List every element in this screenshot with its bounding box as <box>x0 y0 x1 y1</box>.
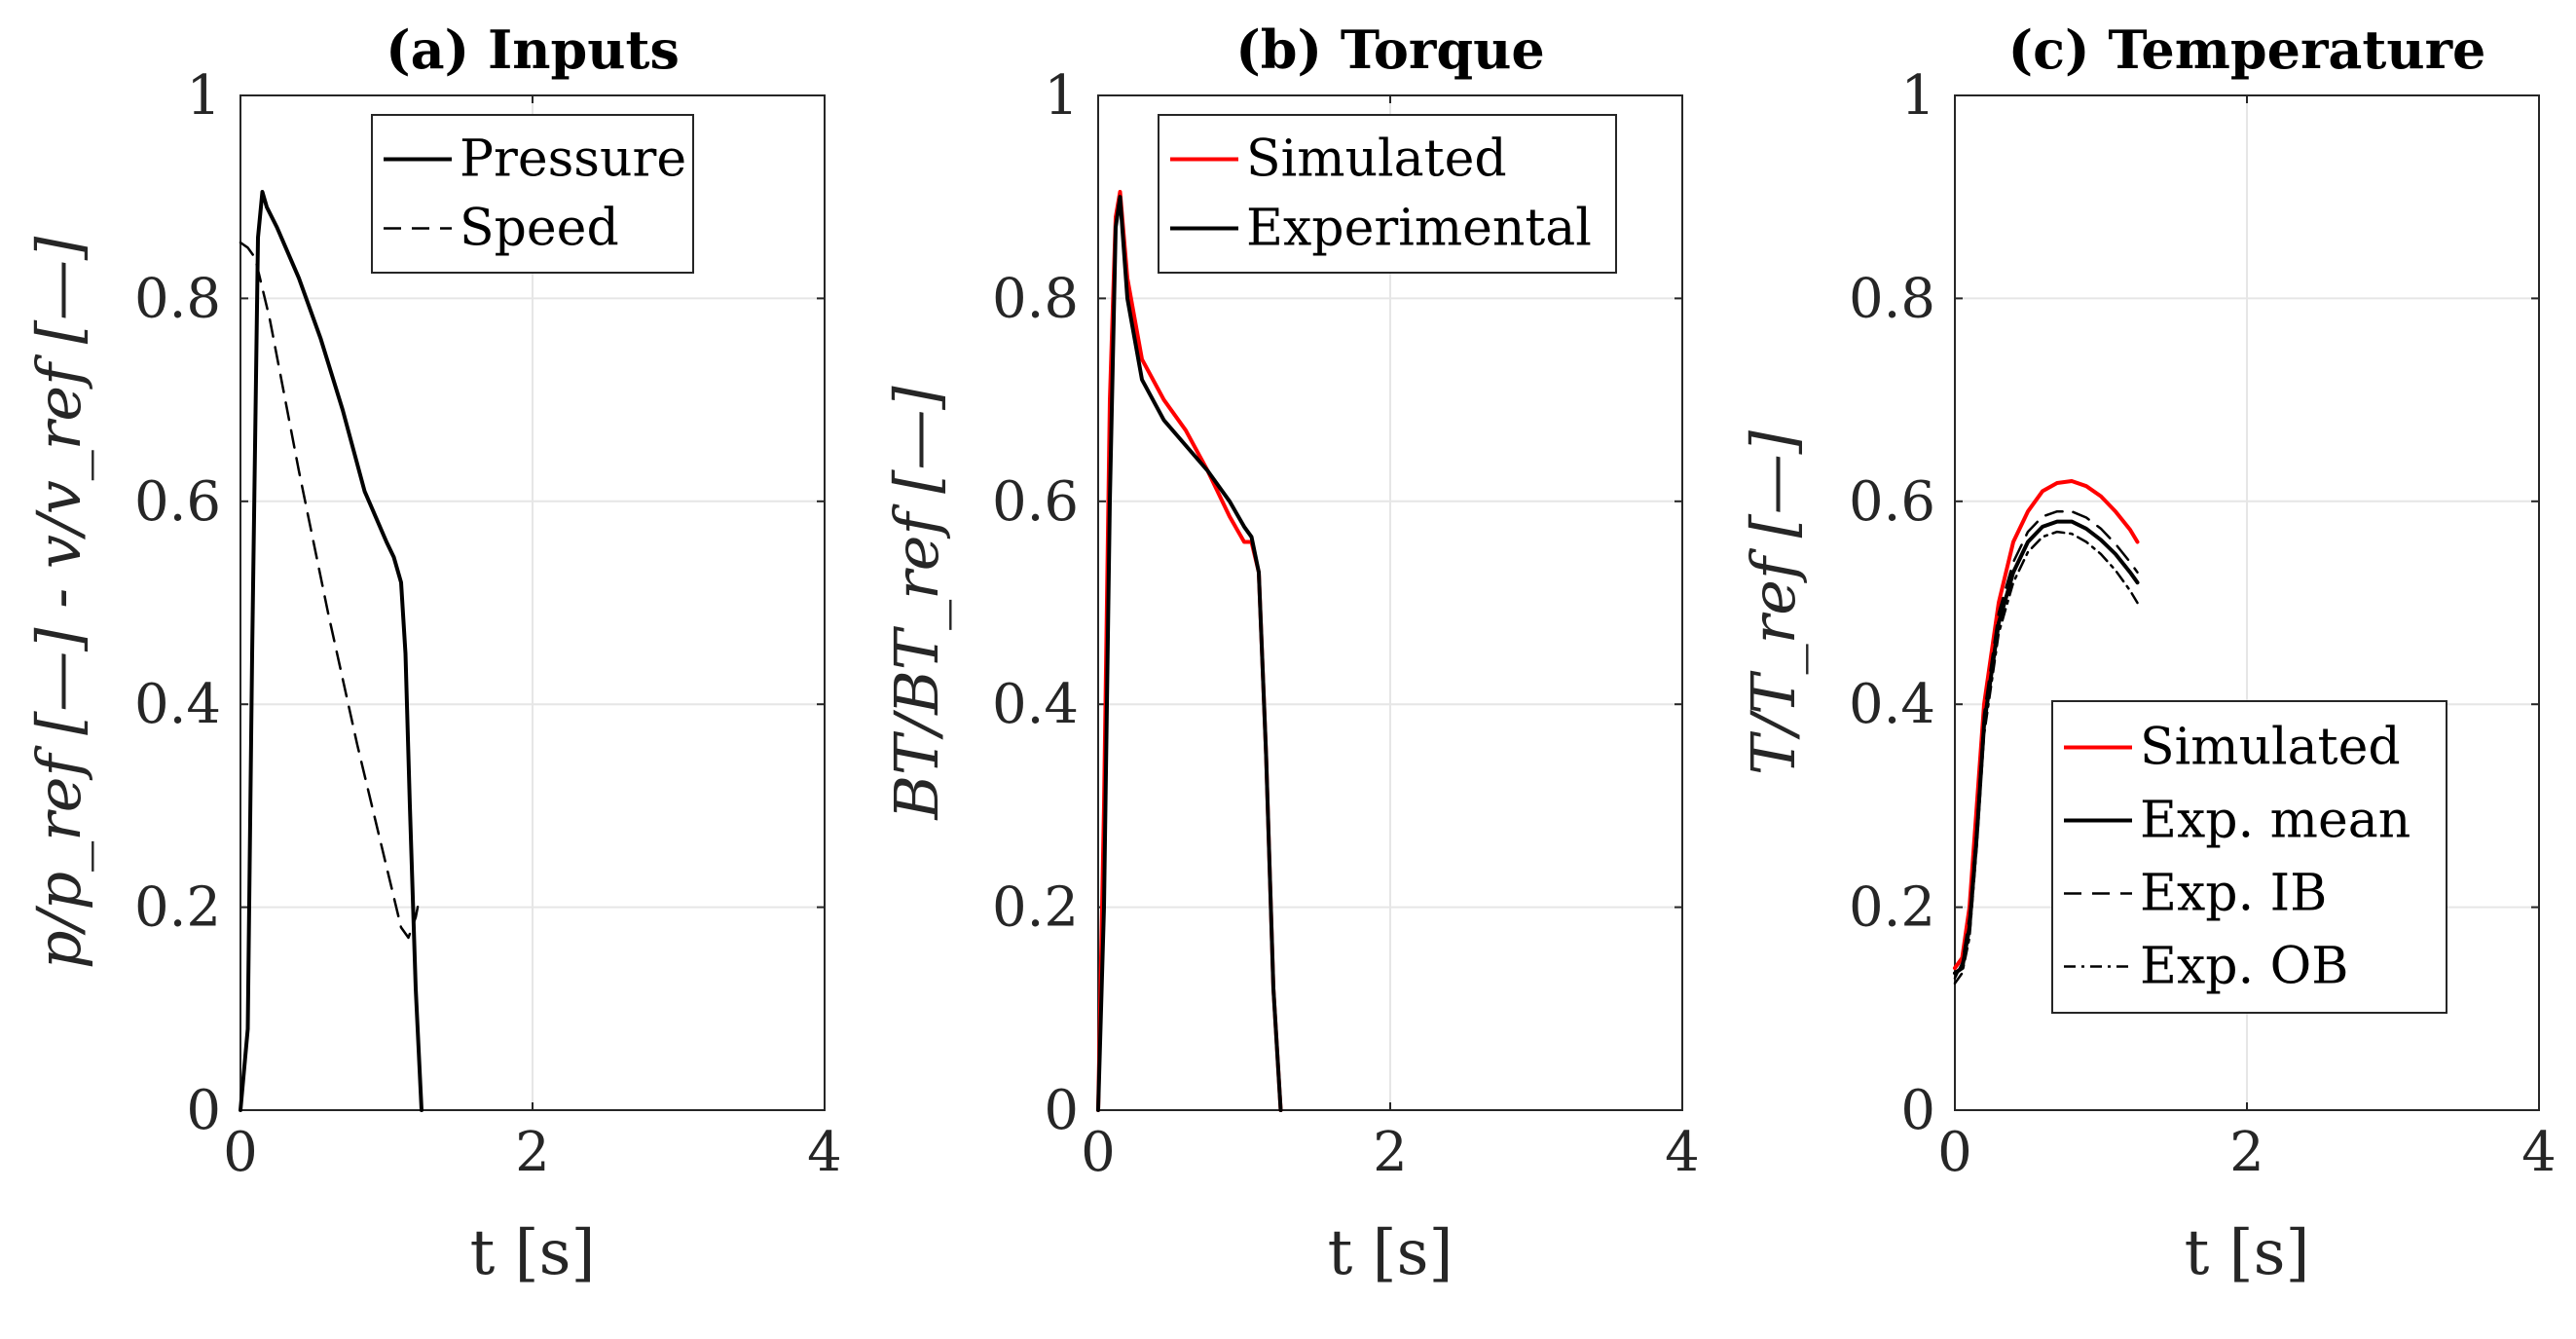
legend: Simulated Experimental <box>1158 114 1617 274</box>
y-tick-label: 0 <box>1900 1079 1935 1142</box>
legend-label: Speed <box>460 200 619 258</box>
panel-title: (b) Torque <box>1235 19 1545 81</box>
x-tick-label: 0 <box>223 1121 258 1184</box>
panel-0: 0 2 4 0 0.2 0.4 0.6 0.8 1 (a) Inputs t [s] p/p_ref … <box>23 19 842 1289</box>
y-tick-label: 0 <box>1044 1079 1079 1142</box>
y-axis-label: p/p_ref [—] - v/v_ref [—] <box>23 236 94 969</box>
y-tick-label: 0.4 <box>992 673 1079 736</box>
x-axis-label: t [s] <box>1328 1217 1454 1289</box>
panel-title: (a) Inputs <box>386 19 680 81</box>
x-tick-label: 2 <box>515 1121 550 1184</box>
legend-box <box>371 114 694 274</box>
y-axis-label: T/T_ref [—] <box>1738 429 1809 775</box>
x-axis-label: t [s] <box>2185 1217 2310 1289</box>
legend-label: Simulated <box>1246 130 1507 189</box>
y-tick-label: 1 <box>1900 64 1935 128</box>
y-tick-label: 0.4 <box>1849 673 1935 736</box>
y-tick-label: 0.2 <box>1849 876 1935 940</box>
legend: Pressure Speed <box>371 114 694 274</box>
y-tick-label: 0.8 <box>1849 267 1935 330</box>
y-tick-label: 0.2 <box>134 876 221 940</box>
legend-label: Exp. IB <box>2140 865 2327 923</box>
x-tick-label: 0 <box>1937 1121 1972 1184</box>
x-axis-label: t [s] <box>470 1217 596 1289</box>
y-tick-label: 1 <box>186 64 221 128</box>
x-tick-label: 4 <box>807 1121 842 1184</box>
y-tick-label: 0.4 <box>134 673 221 736</box>
y-tick-label: 0.2 <box>992 876 1079 940</box>
y-tick-label: 0.8 <box>134 267 221 330</box>
legend-label: Exp. OB <box>2140 938 2348 996</box>
legend-box <box>2051 700 2447 1014</box>
legend-label: Pressure <box>460 130 686 189</box>
y-tick-label: 0.6 <box>1849 470 1935 534</box>
panel-2: 0 2 4 0 0.2 0.4 0.6 0.8 1 (c) Temperature t [s] T/T… <box>1738 19 2557 1289</box>
series-line-1-1 <box>1096 195 1283 1112</box>
series-line-2-2 <box>1953 509 2139 980</box>
series-line-0-1 <box>239 241 421 940</box>
series-line-2-3 <box>1953 530 2139 986</box>
x-tick-label: 2 <box>2229 1121 2264 1184</box>
y-tick-label: 0 <box>186 1079 221 1142</box>
legend-box <box>1158 114 1617 274</box>
x-tick-label: 0 <box>1081 1121 1116 1184</box>
y-axis-label: BT/BT_ref [—] <box>881 386 952 821</box>
x-tick-label: 4 <box>2521 1121 2557 1184</box>
legend-label: Experimental <box>1246 200 1592 258</box>
panel-title: (c) Temperature <box>2008 19 2486 81</box>
y-tick-label: 1 <box>1044 64 1079 128</box>
legend-label: Exp. mean <box>2140 792 2410 850</box>
y-tick-label: 0.6 <box>992 470 1079 534</box>
legend: Simulated Exp. mean Exp. IB Exp. OB <box>2051 700 2447 1014</box>
x-tick-label: 2 <box>1373 1121 1408 1184</box>
y-tick-label: 0.8 <box>992 267 1079 330</box>
x-tick-label: 4 <box>1665 1121 1700 1184</box>
series-line-0-0 <box>239 190 423 1112</box>
y-tick-label: 0.6 <box>134 470 221 534</box>
legend-label: Simulated <box>2140 719 2401 777</box>
panel-1: 0 2 4 0 0.2 0.4 0.6 0.8 1 (b) Torque t [s] BT/BT_re… <box>881 19 1700 1289</box>
